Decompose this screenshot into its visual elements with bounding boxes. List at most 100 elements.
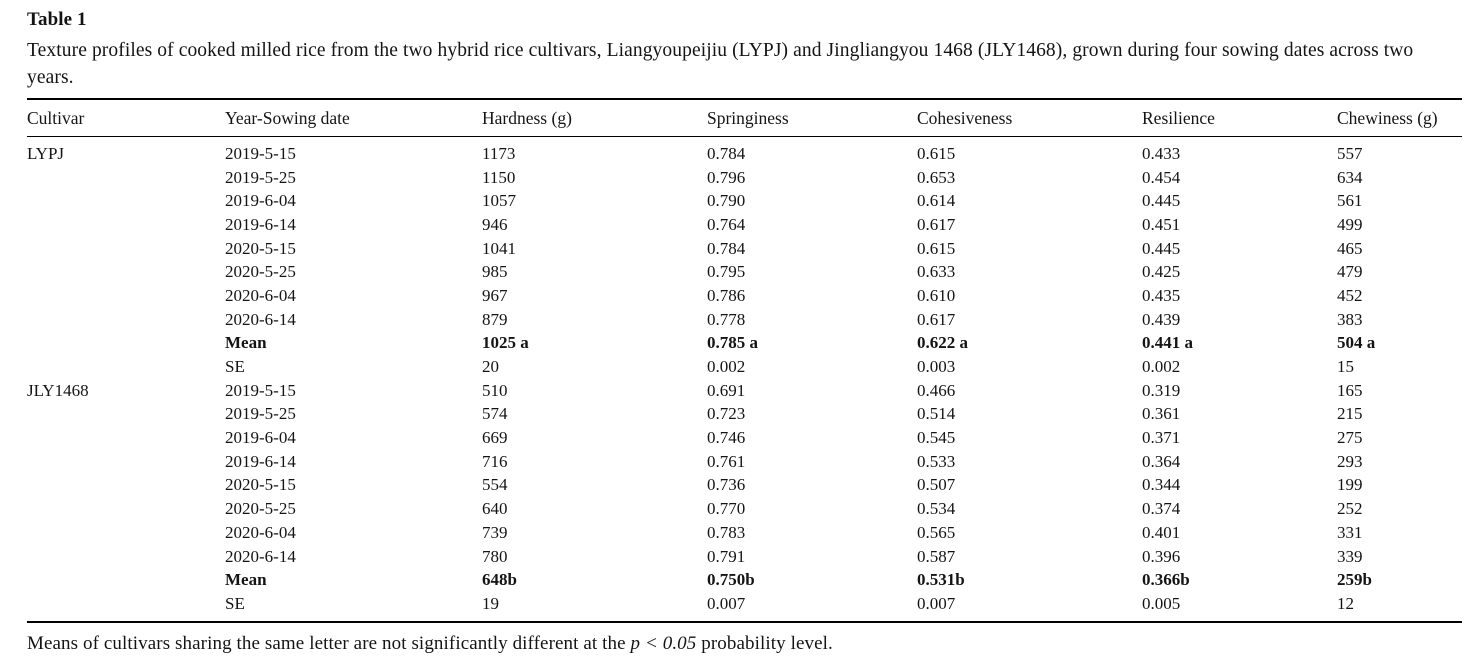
- table-row: 2020-5-15 1041 0.784 0.615 0.445 465: [27, 237, 1462, 261]
- value-cell: 0.790: [707, 191, 746, 211]
- table-row: 2019-5-25 574 0.723 0.514 0.361 215: [27, 403, 1462, 427]
- table-row: SE 19 0.007 0.007 0.005 12: [27, 592, 1462, 622]
- table-row: 2020-6-14 780 0.791 0.587 0.396 339: [27, 545, 1462, 569]
- value-cell: 2020-5-15: [225, 238, 296, 258]
- value-cell: 215: [1337, 404, 1363, 424]
- texture-profile-table: Cultivar Year-Sowing date Hardness (g) S…: [27, 98, 1462, 623]
- table-row: 2019-5-25 1150 0.796 0.653 0.454 634: [27, 166, 1462, 190]
- value-cell: 879: [482, 309, 508, 329]
- value-cell: SE: [225, 357, 245, 377]
- value-cell: 0.507: [917, 475, 956, 495]
- value-cell: 12: [1337, 593, 1354, 613]
- value-cell: 2020-5-15: [225, 475, 296, 495]
- cultivar-cell: [27, 521, 225, 545]
- value-cell: 985: [482, 262, 508, 282]
- value-cell: 0.791: [707, 546, 746, 566]
- column-header-hardness: Hardness (g): [482, 108, 572, 128]
- value-cell: 2019-5-25: [225, 167, 296, 187]
- value-cell: 2020-6-14: [225, 546, 296, 566]
- value-cell: 0.396: [1142, 546, 1181, 566]
- value-cell: 0.319: [1142, 380, 1181, 400]
- table-row: 2020-5-25 640 0.770 0.534 0.374 252: [27, 497, 1462, 521]
- value-cell: 0.778: [707, 309, 746, 329]
- cultivar-cell: LYPJ: [27, 143, 65, 163]
- value-cell: 0.785 a: [707, 333, 758, 353]
- value-cell: 0.691: [707, 380, 746, 400]
- cultivar-cell: [27, 403, 225, 427]
- value-cell: 510: [482, 380, 508, 400]
- value-cell: 967: [482, 285, 508, 305]
- value-cell: 2020-5-25: [225, 262, 296, 282]
- value-cell: 0.361: [1142, 404, 1181, 424]
- value-cell: 0.344: [1142, 475, 1181, 495]
- value-cell: 452: [1337, 285, 1363, 305]
- value-cell: 0.615: [917, 238, 956, 258]
- value-cell: 0.770: [707, 499, 746, 519]
- value-cell: 2019-6-14: [225, 214, 296, 234]
- value-cell: 0.761: [707, 451, 746, 471]
- header-row: Cultivar Year-Sowing date Hardness (g) S…: [27, 99, 1462, 137]
- value-cell: 0.622 a: [917, 333, 968, 353]
- value-cell: 0.445: [1142, 191, 1181, 211]
- value-cell: 15: [1337, 357, 1354, 377]
- value-cell: 2019-5-15: [225, 380, 296, 400]
- value-cell: 0.653: [917, 167, 956, 187]
- value-cell: 20: [482, 357, 499, 377]
- value-cell: 0.007: [707, 593, 746, 613]
- table-row: 2019-6-04 1057 0.790 0.614 0.445 561: [27, 189, 1462, 213]
- value-cell: 339: [1337, 546, 1363, 566]
- cultivar-cell: [27, 450, 225, 474]
- cultivar-cell: [27, 497, 225, 521]
- value-cell: 165: [1337, 380, 1363, 400]
- cultivar-cell: JLY1468: [27, 380, 89, 400]
- table-row: Mean 648b 0.750b 0.531b 0.366b 259b: [27, 568, 1462, 592]
- value-cell: 0.466: [917, 380, 956, 400]
- value-cell: 2019-6-04: [225, 428, 296, 448]
- value-cell: 2019-5-15: [225, 143, 296, 163]
- value-cell: 0.003: [917, 357, 956, 377]
- cultivar-cell: [27, 568, 225, 592]
- value-cell: 0.531b: [917, 570, 965, 590]
- value-cell: 554: [482, 475, 508, 495]
- value-cell: 252: [1337, 499, 1363, 519]
- table-row: JLY1468 2019-5-15 510 0.691 0.466 0.319 165: [27, 379, 1462, 403]
- value-cell: 0.746: [707, 428, 746, 448]
- value-cell: 0.007: [917, 593, 956, 613]
- value-cell: 275: [1337, 428, 1363, 448]
- value-cell: 561: [1337, 191, 1363, 211]
- value-cell: 669: [482, 428, 508, 448]
- value-cell: 0.610: [917, 285, 956, 305]
- footnote-text: Means of cultivars sharing the same lett…: [27, 632, 631, 654]
- column-header-chewiness: Chewiness (g): [1337, 108, 1438, 128]
- value-cell: 0.786: [707, 285, 746, 305]
- table-row: 2020-6-04 739 0.783 0.565 0.401 331: [27, 521, 1462, 545]
- value-cell: 0.784: [707, 143, 746, 163]
- value-cell: 557: [1337, 143, 1363, 163]
- value-cell: 2020-6-04: [225, 285, 296, 305]
- value-cell: 0.614: [917, 191, 956, 211]
- cultivar-cell: [27, 213, 225, 237]
- value-cell: 0.454: [1142, 167, 1181, 187]
- value-cell: 383: [1337, 309, 1363, 329]
- value-cell: 0.005: [1142, 593, 1181, 613]
- table-row: 2019-6-14 716 0.761 0.533 0.364 293: [27, 450, 1462, 474]
- value-cell: 716: [482, 451, 508, 471]
- table-row: 2020-6-04 967 0.786 0.610 0.435 452: [27, 284, 1462, 308]
- value-cell: Mean: [225, 570, 267, 590]
- cultivar-cell: [27, 332, 225, 356]
- cultivar-cell: [27, 166, 225, 190]
- value-cell: 479: [1337, 262, 1363, 282]
- value-cell: 0.433: [1142, 143, 1181, 163]
- value-cell: 780: [482, 546, 508, 566]
- column-header-sowing-date: Year-Sowing date: [225, 108, 350, 128]
- footnote-p-value: p < 0.05: [630, 632, 697, 654]
- value-cell: 739: [482, 522, 508, 542]
- value-cell: 0.615: [917, 143, 956, 163]
- column-header-resilience: Resilience: [1142, 108, 1215, 128]
- value-cell: 0.439: [1142, 309, 1181, 329]
- value-cell: 0.425: [1142, 262, 1181, 282]
- value-cell: 0.764: [707, 214, 746, 234]
- cultivar-cell: [27, 355, 225, 379]
- value-cell: 0.374: [1142, 499, 1181, 519]
- footnote-text-end: probability level.: [696, 632, 833, 654]
